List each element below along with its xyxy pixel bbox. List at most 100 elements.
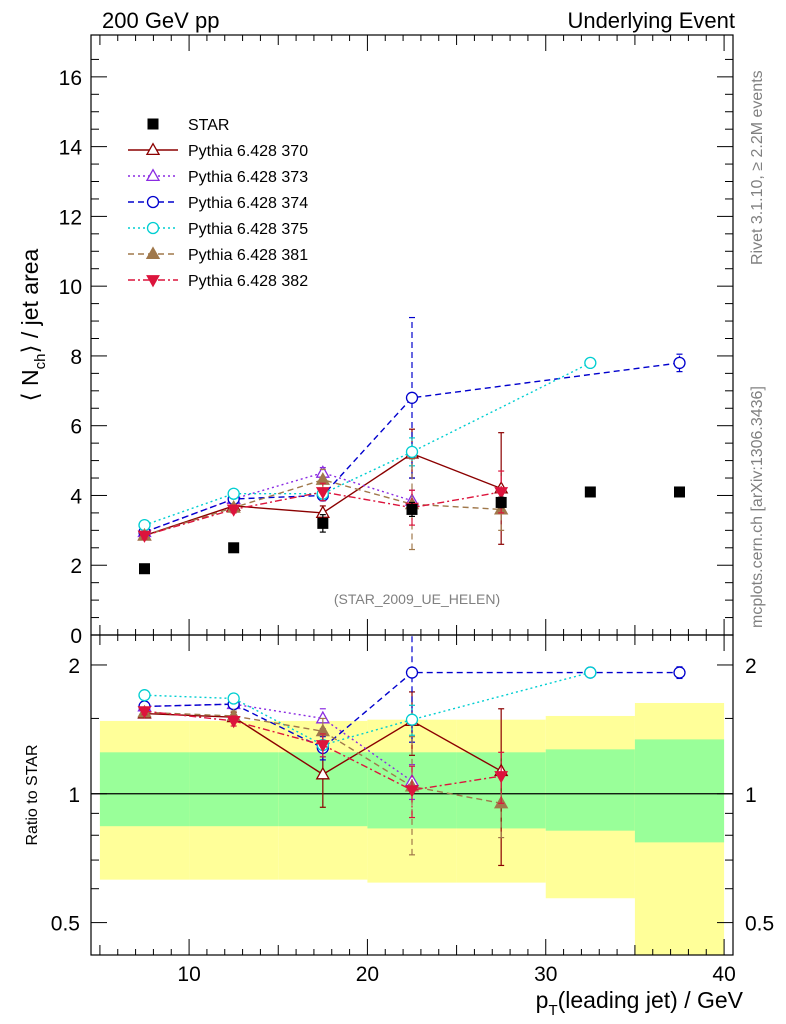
- ratio-frame: [90, 634, 734, 956]
- header-right: Underlying Event: [567, 8, 735, 33]
- legend-marker: [146, 195, 160, 209]
- main-point: [317, 517, 329, 529]
- main-point: [584, 486, 596, 498]
- ratio-y-tick-label: 0.5: [51, 913, 80, 936]
- main-y-tick-label: 2: [70, 555, 82, 578]
- x-label-prefix: p: [536, 987, 549, 1013]
- main-point: [674, 486, 685, 498]
- legend-label: Pythia 6.428 370: [188, 143, 308, 160]
- ratio-panel: 0.5 0.5 1 1 2 2 10 20 30 40 Ratio to STAR pT(lead…: [24, 634, 774, 1019]
- ratio-point: [227, 692, 240, 705]
- ratio-point: [137, 706, 152, 719]
- ratio-point: [405, 713, 419, 726]
- main-point: [139, 563, 150, 575]
- legend-entry-pythia-6-428-382: Pythia 6.428 382: [128, 273, 308, 290]
- legend-label: STAR: [188, 117, 229, 134]
- y-label-suffix: ⟩ / jet area: [17, 248, 43, 353]
- ratio-ticks: 0.5 0.5 1 1 2 2 10 20 30 40: [51, 635, 774, 986]
- legend-entry-pythia-6-428-370: Pythia 6.428 370: [128, 142, 308, 160]
- main-line-pythia-6-428-373: [144, 472, 413, 533]
- ratio-line-pythia-6-428-381: [144, 711, 502, 805]
- x-label-sub: T: [548, 1002, 557, 1019]
- legend-label: Pythia 6.428 374: [188, 195, 308, 212]
- legend: STAR Pythia 6.428 370 Pythia 6.428 373 Pyth…: [128, 117, 308, 290]
- ratio-point: [405, 666, 419, 679]
- ratio-y-tick-label: 2: [68, 655, 80, 678]
- legend-marker: [145, 142, 161, 156]
- legend-label: Pythia 6.428 375: [188, 221, 308, 238]
- ratio-band-inner: [99, 752, 190, 827]
- main-point: [405, 445, 419, 459]
- x-axis-label: pT(leading jet) / GeV: [536, 987, 744, 1019]
- main-series-star: [139, 486, 685, 575]
- main-y-tick-label: 12: [59, 206, 82, 229]
- main-point: [406, 503, 418, 515]
- main-y-tick-label: 16: [59, 67, 82, 90]
- main-point: [228, 542, 240, 554]
- legend-label: Pythia 6.428 381: [188, 247, 308, 264]
- main-point: [137, 530, 152, 543]
- legend-entry-pythia-6-428-381: Pythia 6.428 381: [128, 246, 308, 264]
- main-y-tick-label: 8: [70, 346, 82, 369]
- ratio-band-inner: [189, 752, 279, 827]
- ratio-y-tick-label-right: 0.5: [745, 913, 774, 936]
- main-panel: 0 2 4 6 8 10 12 14 16 ⟨ Nch⟩ / jet area (STAR_20…: [17, 34, 734, 648]
- main-y-tick-label: 0: [70, 625, 82, 648]
- main-point: [673, 356, 686, 370]
- analysis-tag: (STAR_2009_UE_HELEN): [334, 591, 500, 607]
- ratio-series-pythia-6-428-375: [138, 666, 597, 758]
- main-point: [494, 487, 509, 500]
- legend-entry-pythia-6-428-373: Pythia 6.428 373: [128, 168, 308, 186]
- ratio-point: [494, 771, 509, 784]
- main-y-tick-label: 10: [59, 276, 82, 299]
- ratio-series-pythia-6-428-382: [137, 706, 509, 819]
- legend-marker: [146, 221, 160, 235]
- y-label-sub: ch: [32, 354, 49, 370]
- ratio-point: [405, 785, 419, 798]
- main-series-pythia-6-428-382: [137, 470, 509, 543]
- x-tick-label: 20: [356, 963, 379, 986]
- legend-entry-pythia-6-428-374: Pythia 6.428 374: [128, 195, 308, 212]
- ratio-y-label: Ratio to STAR: [24, 744, 41, 845]
- main-data: [137, 316, 686, 575]
- ratio-line-pythia-6-428-374: [144, 671, 680, 749]
- legend-marker: [147, 118, 159, 130]
- legend-marker: [145, 246, 161, 260]
- main-line-pythia-6-428-381: [144, 479, 502, 537]
- ratio-band-inner: [634, 739, 725, 843]
- x-tick-label: 10: [177, 963, 200, 986]
- legend-label: Pythia 6.428 373: [188, 169, 308, 186]
- main-y-tick-label: 6: [70, 416, 82, 439]
- mcplots-label: mcplots.cern.ch [arXiv:1306.3436]: [749, 386, 766, 628]
- ratio-point: [673, 666, 686, 679]
- x-tick-label: 30: [534, 963, 557, 986]
- main-y-label: ⟨ Nch⟩ / jet area: [17, 248, 49, 401]
- x-label-suffix: (leading jet) / GeV: [558, 987, 744, 1013]
- main-y-tick-label: 4: [70, 485, 82, 508]
- ratio-data: [137, 635, 686, 867]
- ratio-point: [315, 740, 330, 753]
- ratio-point: [584, 666, 597, 679]
- header-left: 200 GeV pp: [102, 8, 219, 33]
- legend-entry-pythia-6-428-375: Pythia 6.428 375: [128, 221, 308, 238]
- main-point: [227, 487, 240, 500]
- main-point: [584, 356, 597, 370]
- ratio-point: [138, 689, 151, 702]
- legend-marker: [146, 275, 160, 288]
- legend-label: Pythia 6.428 382: [188, 273, 308, 290]
- main-y-tick-label: 14: [59, 137, 83, 160]
- ratio-band-inner: [545, 749, 635, 831]
- y-label-prefix: ⟨ N: [17, 369, 43, 401]
- main-point: [226, 504, 241, 517]
- x-tick-label: 40: [712, 963, 735, 986]
- main-series-pythia-6-428-381: [137, 458, 509, 551]
- main-point: [495, 496, 507, 508]
- legend-entry-star: STAR: [147, 117, 229, 134]
- ratio-y-tick-label-right: 2: [745, 655, 757, 678]
- ratio-point: [315, 766, 330, 780]
- ratio-point: [226, 716, 241, 729]
- main-y-ticks: 0 2 4 6 8 10 12 14 16: [59, 35, 733, 648]
- main-point: [315, 487, 330, 500]
- ratio-y-tick-label: 1: [68, 784, 80, 807]
